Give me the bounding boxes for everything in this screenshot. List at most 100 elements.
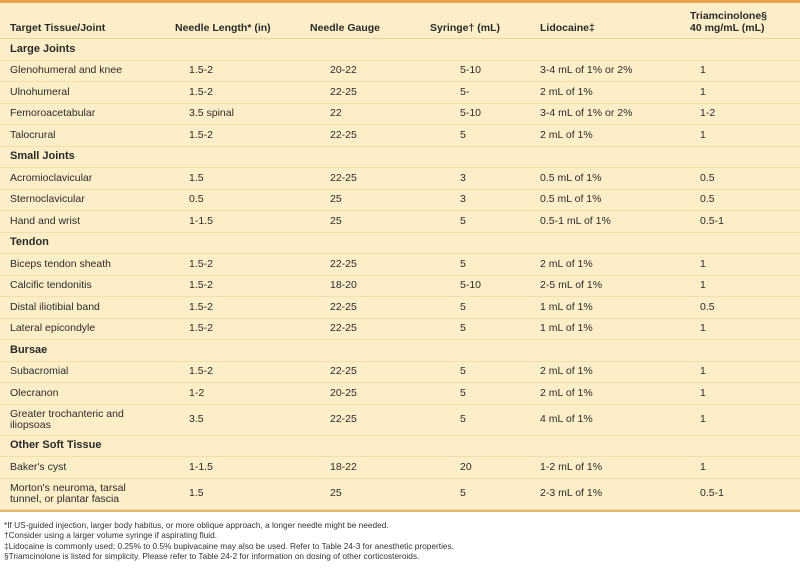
table-cell: 22-25 (300, 404, 420, 436)
table-cell: Morton's neuroma, tarsal tunnel, or plan… (0, 478, 165, 510)
table-cell: 3 (420, 167, 530, 190)
table-cell: Hand and wrist (0, 210, 165, 233)
table-cell: 25 (300, 189, 420, 211)
table-cell: 1.5-2 (165, 124, 300, 147)
col-header: Triamcinolone§ 40 mg/mL (mL) (680, 3, 800, 39)
table-cell: 5 (420, 361, 530, 383)
table-cell: 0.5 (680, 189, 800, 211)
table-cell: 1 (680, 81, 800, 104)
table-cell: Sternoclavicular (0, 189, 165, 211)
table-cell: 1-2 (165, 382, 300, 405)
table-cell: 22-25 (300, 296, 420, 319)
col-header-line: Triamcinolone§ (690, 10, 768, 22)
group-row: Small Joints (0, 146, 800, 168)
table-cell: Distal iliotibial band (0, 296, 165, 319)
footnote: †Consider using a larger volume syringe … (4, 530, 218, 541)
table-cell: 1 (680, 404, 800, 436)
footnote: ‡Lidocaine is commonly used; 0.25% to 0.… (4, 540, 454, 551)
table-cell: 3-4 mL of 1% or 2% (530, 103, 680, 125)
col-header: Syringe† (mL) (420, 3, 530, 39)
table-cell: 2 mL of 1% (530, 253, 680, 276)
table-cell: 5 (420, 382, 530, 405)
table-cell: 1.5 (165, 167, 300, 190)
table-cell: 1 (680, 124, 800, 147)
table-cell: 1 (680, 361, 800, 383)
table-cell: 1.5-2 (165, 296, 300, 319)
table-cell: 2-3 mL of 1% (530, 478, 680, 510)
table-cell: 1 mL of 1% (530, 296, 680, 319)
table-cell: 1 (680, 275, 800, 297)
table-cell: Ulnohumeral (0, 81, 165, 104)
table-row: Distal iliotibial band 1.5-2 22-25 5 1 mL of… (0, 296, 800, 319)
table-cell: 2 mL of 1% (530, 382, 680, 405)
table-row: Talocrural 1.5-2 22-25 5 2 mL of 1% 1 (0, 124, 800, 147)
table-cell: 0.5-1 (680, 478, 800, 510)
table-cell: 5 (420, 478, 530, 510)
table-cell: 1.5 (165, 478, 300, 510)
table-cell: 3 (420, 189, 530, 211)
table-cell: Baker's cyst (0, 456, 165, 479)
table-cell: 2 mL of 1% (530, 361, 680, 383)
table-cell: 5- (420, 81, 530, 104)
table-row: Glenohumeral and knee 1.5-2 20-22 5-10 3-4 m… (0, 60, 800, 82)
table-cell: 1.5-2 (165, 318, 300, 340)
table-cell: 20-25 (300, 382, 420, 405)
table-cell: 3.5 spinal (165, 103, 300, 125)
table-cell: Greater trochanteric and iliopsoas (0, 404, 165, 436)
table-cell: 0.5 (165, 189, 300, 211)
table-row: Biceps tendon sheath 1.5-2 22-25 5 2 mL of 1… (0, 253, 800, 276)
table-row: Lateral epicondyle 1.5-2 22-25 5 1 mL of 1% 1 (0, 318, 800, 340)
footnote: §Triamcinolone is listed for simplicity.… (4, 551, 420, 562)
table-cell: 1-1.5 (165, 456, 300, 479)
table-cell: 1-1.5 (165, 210, 300, 233)
table-cell: 5 (420, 210, 530, 233)
table-cell: Biceps tendon sheath (0, 253, 165, 276)
col-header: Target Tissue/Joint (0, 3, 165, 39)
table-cell: 1-2 mL of 1% (530, 456, 680, 479)
table-cell: 22-25 (300, 318, 420, 340)
table-cell: 2 mL of 1% (530, 124, 680, 147)
table-cell: 0.5-1 (680, 210, 800, 233)
group-label: Other Soft Tissue (0, 435, 800, 457)
table-cell: 5 (420, 404, 530, 436)
table-cell: 1 (680, 382, 800, 405)
table-cell: 3.5 (165, 404, 300, 436)
table-cell: 0.5 mL of 1% (530, 167, 680, 190)
table-cell: 22-25 (300, 124, 420, 147)
table-cell: 1 (680, 253, 800, 276)
table-cell: 0.5 mL of 1% (530, 189, 680, 211)
table-cell: Acromioclavicular (0, 167, 165, 190)
table-cell: 1-2 (680, 103, 800, 125)
group-row: Bursae (0, 339, 800, 362)
table-row: Greater trochanteric and iliopsoas 3.5 22-… (0, 404, 800, 436)
col-header: Needle Length* (in) (165, 3, 300, 39)
footnotes: *If US-guided injection, larger body hab… (0, 512, 800, 562)
table-cell: 0.5 (680, 167, 800, 190)
table-row: Subacromial 1.5-2 22-25 5 2 mL of 1% 1 (0, 361, 800, 383)
col-header: Lidocaine‡ (530, 3, 680, 39)
table-cell: 1.5-2 (165, 60, 300, 82)
table-cell: 0.5-1 mL of 1% (530, 210, 680, 233)
table-row: Sternoclavicular 0.5 25 3 0.5 mL of 1% 0.5 (0, 189, 800, 211)
table-cell: 1.5-2 (165, 361, 300, 383)
table-cell: 18-20 (300, 275, 420, 297)
col-header: Needle Gauge (300, 3, 420, 39)
table-cell: Talocrural (0, 124, 165, 147)
table-row: Calcific tendonitis 1.5-2 18-20 5-10 2-5 mL … (0, 275, 800, 297)
table-cell: 4 mL of 1% (530, 404, 680, 436)
group-label: Small Joints (0, 146, 800, 168)
table-cell: 20 (420, 456, 530, 479)
table-cell: 5 (420, 124, 530, 147)
table-cell: Calcific tendonitis (0, 275, 165, 297)
group-row: Tendon (0, 232, 800, 254)
table-cell: 2-5 mL of 1% (530, 275, 680, 297)
table-cell: 2 mL of 1% (530, 81, 680, 104)
table-cell: 22-25 (300, 361, 420, 383)
col-header-line: 40 mg/mL (mL) (690, 22, 765, 34)
table-row: Hand and wrist 1-1.5 25 5 0.5-1 mL of 1% 0.5-… (0, 210, 800, 233)
table-cell: 1 (680, 318, 800, 340)
table-row: Acromioclavicular 1.5 22-25 3 0.5 mL of 1% 0.… (0, 167, 800, 190)
group-label: Bursae (0, 339, 800, 362)
table-cell: 22-25 (300, 81, 420, 104)
injection-table: Target Tissue/Joint Needle Length* (in) … (0, 3, 800, 510)
